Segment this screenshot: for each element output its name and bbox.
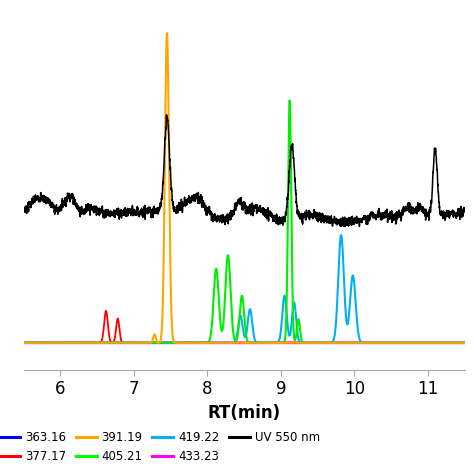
X-axis label: RT(min): RT(min) bbox=[208, 404, 281, 422]
Legend: 363.16, 377.17, 391.19, 405.21, 419.22, 433.23, UV 550 nm: 363.16, 377.17, 391.19, 405.21, 419.22, … bbox=[0, 426, 325, 467]
